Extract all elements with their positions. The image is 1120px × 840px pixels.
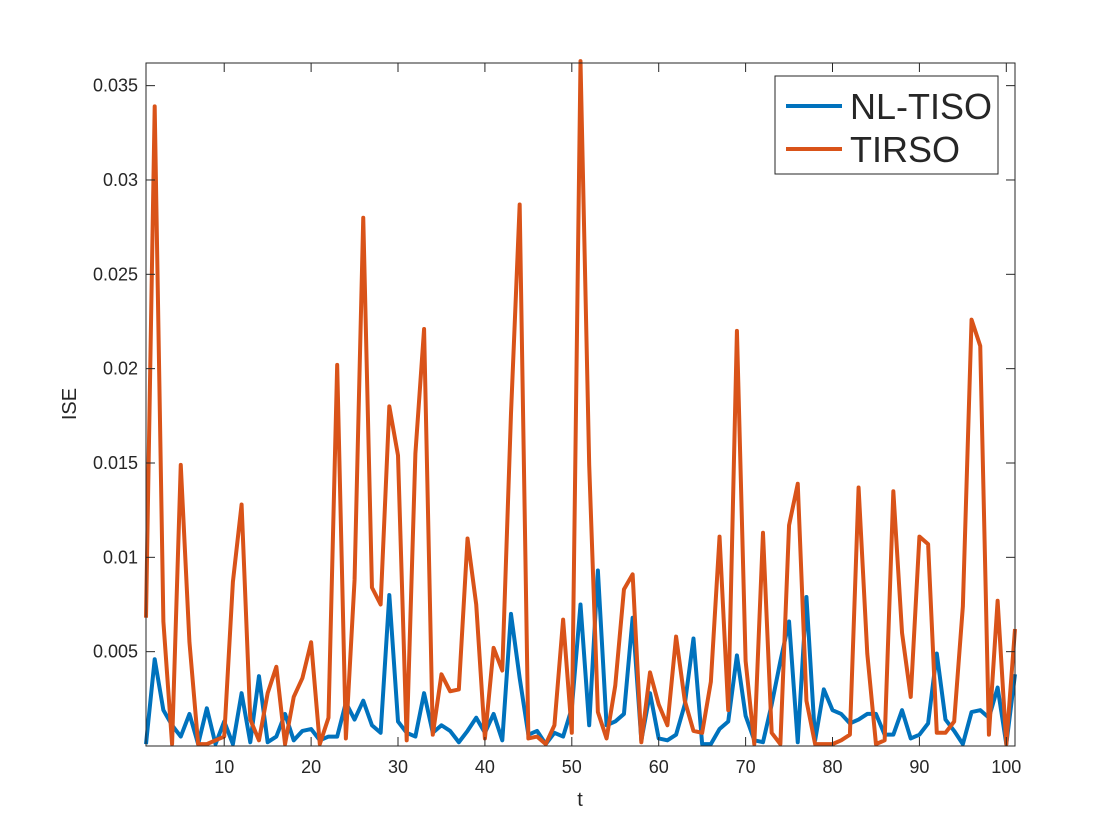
y-tick-label: 0.005 (93, 642, 138, 662)
y-tick-label: 0.01 (103, 547, 138, 567)
legend-box (774, 75, 999, 175)
x-axis-label: t (577, 789, 583, 811)
axes-frame (145, 62, 1016, 747)
series-layer (144, 59, 1017, 747)
y-tick-label: 0.025 (93, 264, 138, 284)
x-tick-label: 20 (301, 757, 321, 777)
y-tick-label: 0.035 (93, 76, 138, 96)
x-tick-label: 80 (822, 757, 842, 777)
legend: NL-TISO TIRSO (774, 75, 999, 175)
y-tick-label: 0.015 (93, 453, 138, 473)
x-tick-label: 60 (649, 757, 669, 777)
x-tick-label: 40 (475, 757, 495, 777)
y-tick-label: 0.02 (103, 359, 138, 379)
legend-label-nl-tiso: NL-TISO (850, 86, 992, 127)
series-line-tirso (144, 59, 1017, 747)
x-tick-label: 100 (991, 757, 1021, 777)
series-line-nl-tiso (144, 568, 1017, 747)
x-axis-ticks: 10 20 30 40 50 60 70 80 90 100 (214, 63, 1021, 777)
axes-box (145, 62, 1016, 747)
y-tick-label: 0.03 (103, 170, 138, 190)
x-tick-label: 90 (909, 757, 929, 777)
x-tick-label: 50 (562, 757, 582, 777)
x-tick-label: 10 (214, 757, 234, 777)
y-axis-label: ISE (59, 388, 81, 420)
x-tick-label: 30 (388, 757, 408, 777)
legend-label-tirso: TIRSO (850, 129, 960, 170)
x-tick-label: 70 (736, 757, 756, 777)
y-axis-ticks: 0.005 0.01 0.015 0.02 0.025 0.03 0.035 (93, 76, 1015, 662)
